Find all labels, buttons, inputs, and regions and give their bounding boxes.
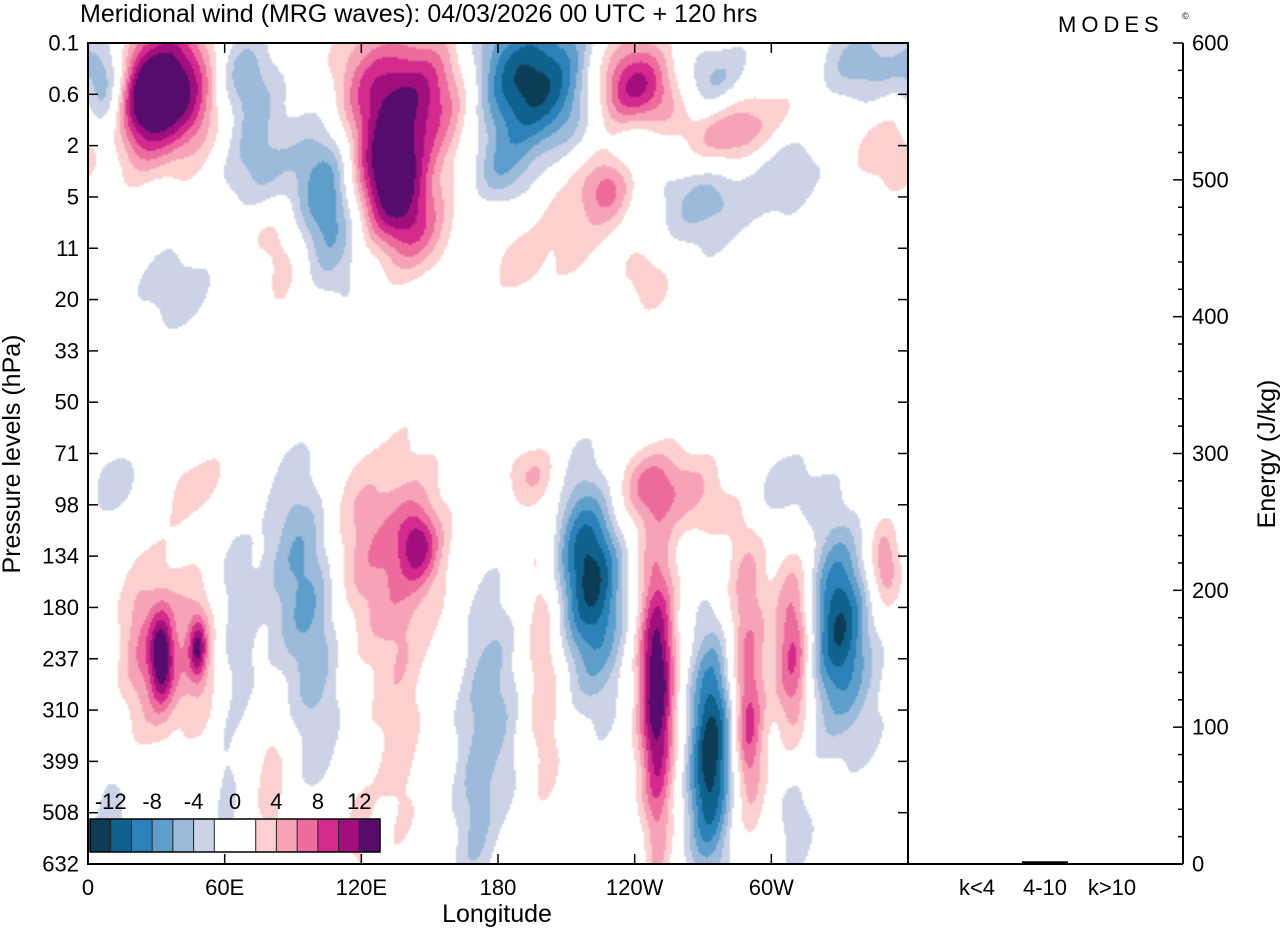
energy-category-label: 4-10 [1023,875,1067,900]
modes-logo: MODES © [1058,11,1189,37]
brand-logo: MODES [1058,12,1164,37]
y-tick-label: 11 [56,236,79,261]
colorbar-swatch [359,819,380,852]
heatmap-axes: 0 60E 120E 180 120W 60W 0.1 0.6 2 5 11 20 33 50 71 98 13… [42,31,909,900]
energy-panel: k<4 4-10 k>10 0 100 200 300 400 500 600 Energy (J… [907,31,1280,900]
colorbar: -12 -8 -4 0 4 8 12 [89,789,381,853]
y-tick-label: 98 [55,492,79,517]
y-tick-label: 134 [42,544,79,569]
y-tick-label: 508 [42,800,79,825]
y-tick-label: 2 [67,133,79,158]
brand-mark: © [1182,11,1189,21]
energy-axis-title: Energy (J/kg) [1253,380,1280,529]
y-tick-label: 310 [42,698,79,723]
x-tick-label: 180 [480,875,517,900]
energy-bar [1022,861,1068,864]
x-tick-label: 60W [749,875,794,900]
chart-title: Meridional wind (MRG waves): 04/03/2026 … [80,0,757,28]
energy-tick-label: 300 [1192,441,1229,466]
energy-tick-label: 600 [1192,31,1229,56]
y-tick-label: 180 [42,595,79,620]
colorbar-tick-label: -4 [184,789,204,814]
y-tick-label: 71 [55,441,79,466]
colorbar-swatch [193,819,215,852]
colorbar-swatch [172,819,194,852]
colorbar-swatch [276,819,298,852]
energy-tick-label: 400 [1192,304,1229,329]
colorbar-tick-label: 4 [270,789,282,814]
x-tick-label: 60E [205,875,244,900]
colorbar-swatch [110,819,132,852]
x-axis-title: Longitude [442,900,552,928]
x-tick-label: 0 [82,875,94,900]
colorbar-swatch [297,819,318,852]
energy-category-label: k<4 [959,875,995,900]
colorbar-swatch [255,819,277,852]
x-tick-label: 120E [336,875,387,900]
energy-tick-label: 100 [1192,715,1229,740]
y-tick-label: 399 [42,749,79,774]
y-tick-label: 33 [55,338,79,363]
colorbar-swatch [338,819,360,852]
energy-tick-label: 500 [1192,167,1229,192]
colorbar-swatch [317,819,339,852]
y-axis-title: Pressure levels (hPa) [0,335,26,574]
y-tick-label: 20 [55,287,79,312]
colorbar-swatch [90,819,111,852]
y-tick-label: 237 [42,646,79,671]
colorbar-tick-label: 0 [229,789,241,814]
y-tick-label: 0.6 [48,82,79,107]
contour-field [88,43,908,864]
x-tick-label: 120W [606,875,664,900]
energy-category-label: k>10 [1088,875,1136,900]
colorbar-swatch [131,819,153,852]
colorbar-swatch [214,819,256,852]
colorbar-frame [89,818,381,853]
energy-axes: k<4 4-10 k>10 0 100 200 300 400 500 600 [907,31,1229,900]
heatmap-panel: 0 60E 120E 180 120W 60W 0.1 0.6 2 5 11 20 33 50 71 98 13… [0,31,909,928]
colorbar-tick-label: -12 [95,789,127,814]
y-tick-label: 50 [55,390,79,415]
y-tick-label: 0.1 [48,31,79,56]
y-tick-label: 632 [42,852,79,877]
y-tick-label: 5 [67,184,79,209]
energy-tick-label: 200 [1192,578,1229,603]
colorbar-swatch [152,819,173,852]
colorbar-tick-label: 8 [312,789,324,814]
colorbar-tick-label: 12 [347,789,371,814]
energy-tick-label: 0 [1192,852,1204,877]
colorbar-tick-label: -8 [142,789,162,814]
